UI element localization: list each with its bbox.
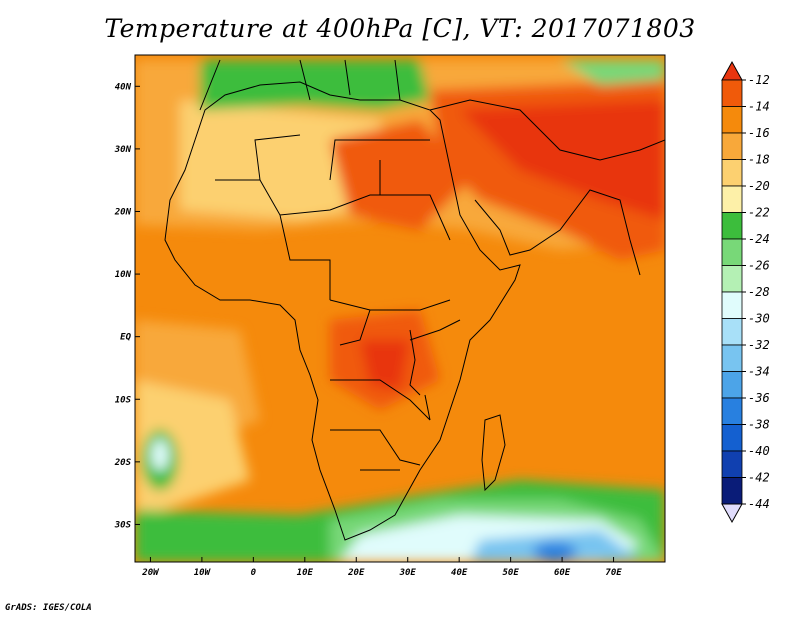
colorbar-swatch	[721, 397, 743, 425]
field-sahara-warm	[330, 120, 470, 230]
field-south-deepblue	[533, 542, 577, 562]
colorbar-label: -22	[748, 206, 770, 220]
madagascar-coastline	[481, 414, 506, 492]
colorbar-label: -14	[748, 100, 770, 114]
colorbar-label: -16	[748, 126, 770, 140]
colorbar-swatch	[721, 159, 743, 187]
lat-tick-label: 40N	[115, 82, 132, 92]
footer-credit: GrADS: IGES/COLA	[5, 603, 92, 613]
lat-tick-label: EQ	[120, 333, 131, 343]
lat-tick-label: 30S	[114, 520, 132, 530]
field-ne-green	[560, 60, 665, 85]
colorbar-label: -40	[748, 444, 770, 458]
map-frame	[134, 54, 666, 563]
lon-tick-label: 70E	[605, 568, 622, 578]
colorbar-label: -36	[748, 391, 770, 405]
colorbar-swatch	[721, 477, 743, 505]
coastlines	[164, 59, 665, 541]
colorbar-label: -34	[748, 365, 770, 379]
colorbar-bottom-arrow	[721, 503, 743, 524]
asia-coastline	[429, 99, 665, 161]
colorbar-label: -42	[748, 471, 770, 485]
colorbar-label: -12	[748, 73, 770, 87]
lat-tick-label: 10S	[115, 395, 132, 405]
colorbar-swatch	[721, 424, 743, 452]
axis-ticks: 40N 30N 20N 10N EQ 10S 20S 30S 20W 10W 0 10E 20E 30E 4…	[114, 82, 623, 578]
lon-tick-label: 50E	[502, 568, 519, 578]
colorbar-swatch	[721, 265, 743, 293]
colorbar-label: -20	[748, 179, 770, 193]
lon-tick-label: 20W	[141, 568, 160, 578]
great-lakes	[409, 329, 431, 421]
lat-tick-label: 10N	[115, 270, 132, 280]
colorbar-label: -18	[748, 153, 770, 167]
europe-coastline	[199, 59, 401, 111]
colorbar-swatch	[721, 185, 743, 213]
colorbar-swatch	[721, 318, 743, 346]
map-title: Temperature at 400hPa [C], VT: 201707180…	[104, 14, 696, 43]
temperature-field	[135, 55, 665, 562]
lon-tick-label: 40E	[451, 568, 468, 578]
colorbar-swatch	[721, 238, 743, 266]
colorbar-label: -24	[748, 232, 770, 246]
lon-tick-label: 10E	[297, 568, 314, 578]
lat-tick-label: 20N	[114, 207, 132, 217]
colorbar-swatch	[721, 132, 743, 160]
colorbar-swatch	[721, 450, 743, 478]
colorbar-swatch	[721, 212, 743, 240]
colorbar-top-arrow	[721, 60, 743, 81]
colorbar-label: -30	[748, 312, 770, 326]
lon-tick-label: 0	[251, 568, 257, 578]
colorbar-label: -32	[748, 338, 770, 352]
field-asia-hot	[460, 100, 665, 220]
colorbar-swatch	[721, 371, 743, 399]
country-borders	[215, 134, 461, 471]
lon-tick-label: 10W	[194, 568, 212, 578]
arabia-india-coastline	[474, 189, 641, 276]
colorbar-swatch	[721, 291, 743, 319]
colorbar-swatch	[721, 106, 743, 134]
colorbar-label: -38	[748, 418, 770, 432]
lat-tick-label: 30N	[114, 145, 132, 155]
colorbar-label: -28	[748, 285, 770, 299]
colorbar-swatch	[721, 79, 743, 107]
colorbar: -12 -14 -16 -18 -20 -22 -24 -26 -28 -30 -32 -34 -36 -…	[721, 60, 770, 524]
field-med-green	[200, 60, 430, 110]
colorbar-label: -26	[748, 259, 770, 273]
lat-tick-label: 20S	[114, 458, 132, 468]
lon-tick-label: 20E	[347, 568, 365, 578]
colorbar-swatch	[721, 344, 743, 372]
field-west-cyan	[151, 439, 169, 471]
africa-coastline	[164, 81, 521, 541]
field-congo-hot	[360, 340, 410, 390]
lon-tick-label: 60E	[554, 568, 571, 578]
colorbar-label: -44	[748, 497, 770, 511]
lon-tick-label: 30E	[399, 568, 417, 578]
